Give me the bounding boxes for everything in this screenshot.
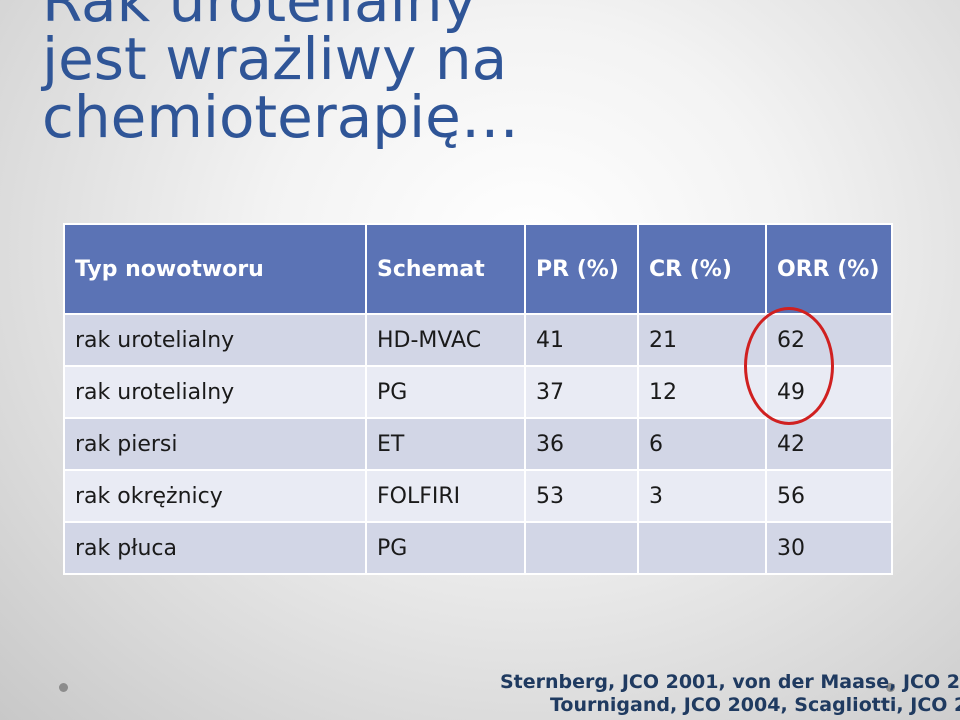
table-row: rak piersi ET 36 6 42 — [63, 417, 893, 471]
cell-cr: 21 — [637, 313, 767, 367]
cell-cr: 6 — [637, 417, 767, 471]
reference-line-1: Sternberg, JCO 2001, von der Maase, JCO … — [500, 671, 960, 693]
cell-cancer-type: rak okrężnicy — [63, 469, 367, 523]
references-footer: Sternberg, JCO 2001, von der Maase, JCO … — [500, 671, 960, 717]
table-row: rak urotelialny HD-MVAC 41 21 62 — [63, 313, 893, 367]
cell-cancer-type: rak piersi — [63, 417, 367, 471]
slide-title: Rak urotelialny jest wrażliwy na chemiot… — [42, 0, 519, 146]
title-line-1: Rak urotelialny — [42, 0, 477, 35]
cell-cr: 3 — [637, 469, 767, 523]
table-row: rak okrężnicy FOLFIRI 53 3 56 — [63, 469, 893, 523]
cell-regimen: FOLFIRI — [365, 469, 526, 523]
cell-orr: 49 — [765, 365, 893, 419]
cell-regimen: HD-MVAC — [365, 313, 526, 367]
table-row: rak urotelialny PG 37 12 49 — [63, 365, 893, 419]
cell-cr: 12 — [637, 365, 767, 419]
chemotherapy-response-table: Typ nowotworu Schemat PR (%) CR (%) ORR … — [63, 223, 893, 575]
header-orr: ORR (%) — [765, 223, 893, 315]
cell-cancer-type: rak płuca — [63, 521, 367, 575]
cell-regimen: PG — [365, 521, 526, 575]
cell-orr: 56 — [765, 469, 893, 523]
header-pr: PR (%) — [524, 223, 639, 315]
header-cr: CR (%) — [637, 223, 767, 315]
cell-cancer-type: rak urotelialny — [63, 365, 367, 419]
cell-orr: 42 — [765, 417, 893, 471]
cell-orr: 62 — [765, 313, 893, 367]
cell-pr: 41 — [524, 313, 639, 367]
table-header-row: Typ nowotworu Schemat PR (%) CR (%) ORR … — [63, 223, 893, 315]
cell-pr: 36 — [524, 417, 639, 471]
cell-regimen: PG — [365, 365, 526, 419]
cell-cancer-type: rak urotelialny — [63, 313, 367, 367]
title-line-2: jest wrażliwy na — [42, 25, 508, 93]
cell-orr: 30 — [765, 521, 893, 575]
cell-pr: 53 — [524, 469, 639, 523]
bullet-dot-icon — [59, 683, 68, 692]
cell-regimen: ET — [365, 417, 526, 471]
title-line-3: chemioterapię… — [42, 83, 519, 151]
header-regimen: Schemat — [365, 223, 526, 315]
header-cancer-type: Typ nowotworu — [63, 223, 367, 315]
cell-pr — [524, 521, 639, 575]
cell-cr — [637, 521, 767, 575]
cell-pr: 37 — [524, 365, 639, 419]
bullet-dot-icon — [886, 683, 895, 692]
reference-line-2: Tournigand, JCO 2004, Scagliotti, JCO 2 — [550, 694, 960, 716]
table-row: rak płuca PG 30 — [63, 521, 893, 575]
